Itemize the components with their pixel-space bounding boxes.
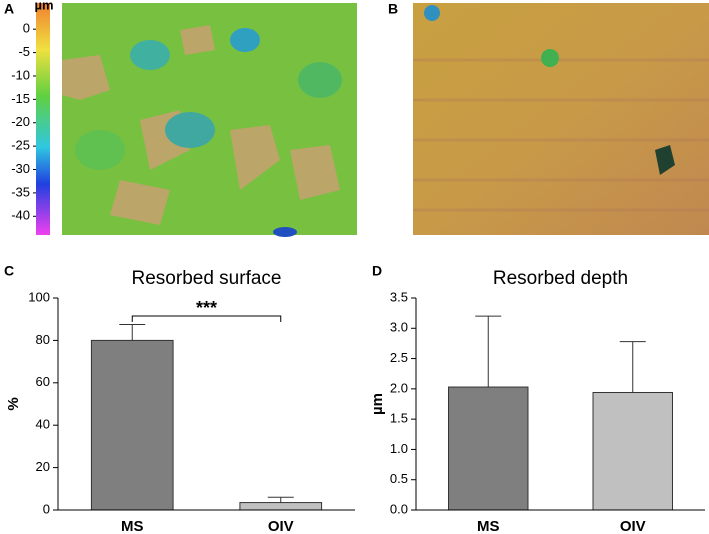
y-tick-label: 1.0 xyxy=(390,441,408,456)
y-axis-label: µm xyxy=(369,393,386,415)
error-bar xyxy=(119,324,146,341)
significance-bracket xyxy=(131,315,282,322)
y-tick-label: 100 xyxy=(28,289,50,304)
colorbar-tick-label: -25 xyxy=(11,138,30,153)
bar xyxy=(239,502,323,511)
colorbar-tick-label: -30 xyxy=(11,161,30,176)
y-tick-label: 3.0 xyxy=(390,320,408,335)
x-tick-label: MS xyxy=(121,518,144,534)
y-tick-label: 1.5 xyxy=(390,411,408,426)
y-tick-label: 0.0 xyxy=(390,501,408,516)
x-tick-label: OIV xyxy=(620,518,646,534)
x-tick-label: OIV xyxy=(268,518,294,534)
panel-label: A xyxy=(4,1,14,17)
image-a xyxy=(62,3,357,237)
bar xyxy=(90,339,174,511)
y-tick-label: 2.5 xyxy=(390,350,408,365)
colorbar-tick-label: -20 xyxy=(11,114,30,129)
chart-title: Resorbed surface xyxy=(132,268,282,289)
colorbar xyxy=(36,3,50,235)
y-tick-label: 2.0 xyxy=(390,380,408,395)
panel-label: C xyxy=(4,263,14,279)
colorbar-tick-label: -15 xyxy=(11,91,30,106)
chart-title: Resorbed depth xyxy=(493,268,628,289)
axes xyxy=(415,298,705,511)
colorbar-tick-label: -10 xyxy=(11,67,30,82)
axes xyxy=(57,298,355,511)
x-tick-label: MS xyxy=(477,518,500,534)
bar xyxy=(448,386,529,511)
y-tick-label: 40 xyxy=(36,417,50,432)
colorbar-tick-label: 0 xyxy=(23,21,30,36)
colorbar-tick-label: -40 xyxy=(11,208,30,223)
colorbar-tick-label: -5 xyxy=(18,44,30,59)
y-tick-label: 20 xyxy=(36,459,50,474)
error-bar xyxy=(619,341,646,393)
colorbar-tick-label: -35 xyxy=(11,184,30,199)
annotation: *** xyxy=(196,298,217,318)
error-bar xyxy=(267,496,294,503)
panel-label: D xyxy=(372,263,382,279)
y-tick-label: 0.5 xyxy=(390,471,408,486)
error-bar xyxy=(475,315,502,388)
y-tick-label: 80 xyxy=(36,332,50,347)
panel-label: B xyxy=(388,1,398,17)
y-tick-label: 0 xyxy=(43,501,50,516)
bar xyxy=(592,391,673,511)
image-b xyxy=(413,3,709,235)
y-tick-label: 3.5 xyxy=(390,289,408,304)
colorbar-label: µm xyxy=(34,0,53,12)
y-axis-label: % xyxy=(5,397,22,410)
y-tick-label: 60 xyxy=(36,374,50,389)
